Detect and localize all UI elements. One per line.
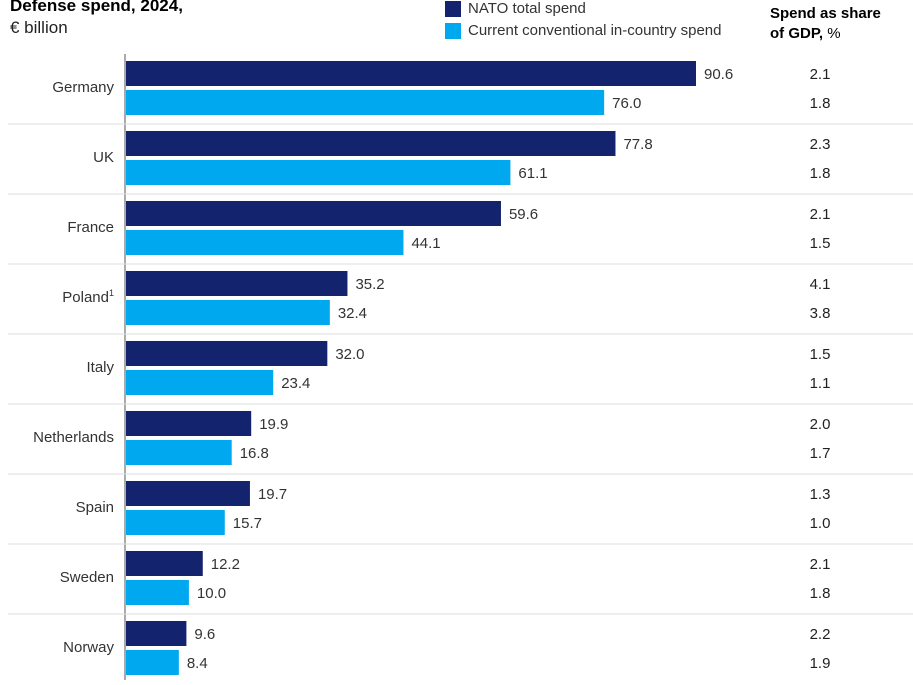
data-label-in-country: 16.8 xyxy=(240,445,269,462)
bar-in-country-sweden xyxy=(126,580,189,605)
data-label-in-country: 32.4 xyxy=(338,305,367,322)
category-label-uk: UK xyxy=(93,149,114,166)
legend-item-in-country: Current conventional in-country spend xyxy=(445,22,721,39)
bar-in-country-poland xyxy=(126,300,330,325)
gdp-share-in-country: 1.1 xyxy=(810,375,831,392)
bar-nato-uk xyxy=(126,131,616,156)
gdp-share-nato: 2.1 xyxy=(810,206,831,223)
gdp-share-nato: 2.1 xyxy=(810,66,831,83)
bar-nato-norway xyxy=(126,621,187,646)
legend-label-in-country: Current conventional in-country spend xyxy=(468,22,722,39)
gdp-share-nato: 2.2 xyxy=(810,626,831,643)
legend-swatch-in-country xyxy=(445,22,461,39)
data-label-nato: 19.9 xyxy=(259,416,288,433)
category-label-norway: Norway xyxy=(63,639,114,656)
gdp-share-in-country: 3.8 xyxy=(810,305,831,322)
bar-in-country-uk xyxy=(126,160,511,185)
category-label-poland: Poland1 xyxy=(62,288,114,306)
bar-in-country-netherlands xyxy=(126,440,232,465)
gdp-share-in-country: 1.7 xyxy=(810,445,831,462)
category-label-italy: Italy xyxy=(86,359,114,376)
chart-subtitle: € billion xyxy=(10,18,68,37)
gdp-share-nato: 2.3 xyxy=(810,136,831,153)
legend-swatch-nato xyxy=(445,0,461,17)
gdp-share-nato: 2.0 xyxy=(810,416,831,433)
bar-nato-italy xyxy=(126,341,328,366)
gdp-share-in-country: 1.0 xyxy=(810,515,831,532)
gdp-header-line1: Spend as share xyxy=(770,5,881,22)
gdp-share-nato: 4.1 xyxy=(810,276,831,293)
bar-nato-spain xyxy=(126,481,250,506)
gdp-share-nato: 1.5 xyxy=(810,346,831,363)
data-label-nato: 77.8 xyxy=(623,136,652,153)
data-label-nato: 19.7 xyxy=(258,486,287,503)
data-label-nato: 90.6 xyxy=(704,66,733,83)
chart-title: Defense spend, 2024, xyxy=(10,0,183,15)
gdp-share-in-country: 1.8 xyxy=(810,165,831,182)
data-label-in-country: 10.0 xyxy=(197,585,226,602)
bar-nato-netherlands xyxy=(126,411,252,436)
category-label-france: France xyxy=(67,219,114,236)
data-label-in-country: 44.1 xyxy=(411,235,440,252)
data-label-nato: 59.6 xyxy=(509,206,538,223)
category-label-netherlands: Netherlands xyxy=(33,429,114,446)
gdp-header-unit: % xyxy=(827,25,841,42)
data-label-nato: 32.0 xyxy=(335,346,364,363)
gdp-share-nato: 1.3 xyxy=(810,486,831,503)
bar-nato-sweden xyxy=(126,551,203,576)
bar-nato-france xyxy=(126,201,501,226)
data-label-in-country: 23.4 xyxy=(281,375,310,392)
gdp-share-header: Spend as share of GDP, % xyxy=(770,4,881,44)
data-label-nato: 12.2 xyxy=(211,556,240,573)
gdp-share-in-country: 1.8 xyxy=(810,585,831,602)
bar-in-country-norway xyxy=(126,650,179,675)
legend-label-nato: NATO total spend xyxy=(468,0,586,17)
gdp-share-in-country: 1.8 xyxy=(810,95,831,112)
bar-nato-poland xyxy=(126,271,348,296)
gdp-header-line2: of GDP, xyxy=(770,25,824,42)
data-label-in-country: 8.4 xyxy=(187,655,208,672)
data-label-in-country: 76.0 xyxy=(612,95,641,112)
category-label-spain: Spain xyxy=(76,499,114,516)
bar-nato-germany xyxy=(126,61,696,86)
data-label-nato: 35.2 xyxy=(355,276,384,293)
gdp-share-in-country: 1.9 xyxy=(810,655,831,672)
bar-in-country-france xyxy=(126,230,404,255)
bar-in-country-germany xyxy=(126,90,605,115)
data-label-nato: 9.6 xyxy=(194,626,215,643)
category-label-sweden: Sweden xyxy=(60,569,114,586)
data-label-in-country: 15.7 xyxy=(233,515,262,532)
bar-in-country-italy xyxy=(126,370,274,395)
data-label-in-country: 61.1 xyxy=(518,165,547,182)
legend-item-nato: NATO total spend xyxy=(445,0,586,17)
category-label-germany: Germany xyxy=(52,79,114,96)
bar-in-country-spain xyxy=(126,510,225,535)
gdp-share-nato: 2.1 xyxy=(810,556,831,573)
gdp-share-in-country: 1.5 xyxy=(810,235,831,252)
